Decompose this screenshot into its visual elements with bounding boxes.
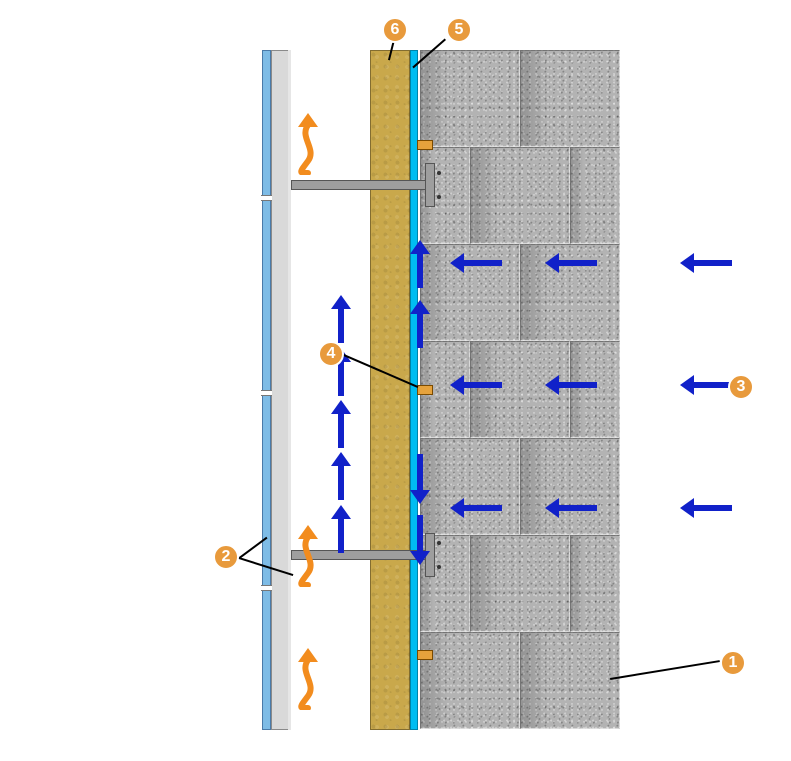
fixing-dot-icon <box>437 565 441 569</box>
rail-highlight <box>288 50 291 730</box>
concrete-block <box>470 147 570 244</box>
concrete-block <box>520 632 620 729</box>
concrete-block <box>570 147 620 244</box>
concrete-block <box>420 632 520 729</box>
vapor-arrow-icon <box>410 454 430 502</box>
cladding-joint <box>261 390 272 396</box>
heat-arrow-icon <box>293 525 323 587</box>
spacer-icon <box>417 140 433 150</box>
callout-badge-4: 4 <box>318 341 344 367</box>
vapor-arrow-icon <box>410 240 430 288</box>
concrete-block <box>520 438 620 535</box>
fixing-dot-icon <box>437 541 441 545</box>
callout-badge-2: 2 <box>213 544 239 570</box>
bracket-plate <box>425 163 435 207</box>
callout-badge-1: 1 <box>720 650 746 676</box>
fixing-dot-icon <box>437 195 441 199</box>
moisture-arrow-icon <box>680 375 732 395</box>
moisture-arrow-icon <box>450 498 502 518</box>
fixing-dot-icon <box>437 171 441 175</box>
callout-line <box>610 660 720 679</box>
vapor-arrow-icon <box>410 515 430 563</box>
vapor-arrow-icon <box>331 400 351 448</box>
concrete-block <box>570 535 620 632</box>
concrete-block <box>420 438 520 535</box>
moisture-arrow-icon <box>545 375 597 395</box>
bracket-arm <box>291 180 431 190</box>
cladding-joint <box>261 585 272 591</box>
concrete-block <box>470 535 570 632</box>
heat-arrow-icon <box>293 648 323 710</box>
moisture-arrow-icon <box>680 253 732 273</box>
spacer-icon <box>417 650 433 660</box>
vapor-arrow-icon <box>331 295 351 343</box>
callout-badge-5: 5 <box>446 17 472 43</box>
vapor-arrow-icon <box>331 505 351 553</box>
cladding-joint <box>261 195 272 201</box>
insulation-layer <box>370 50 410 730</box>
vapor-arrow-icon <box>410 300 430 348</box>
moisture-arrow-icon <box>450 375 502 395</box>
concrete-block <box>420 50 520 147</box>
moisture-arrow-icon <box>545 253 597 273</box>
vapor-arrow-icon <box>331 452 351 500</box>
moisture-arrow-icon <box>680 498 732 518</box>
concrete-block <box>520 50 620 147</box>
heat-arrow-icon <box>293 113 323 175</box>
callout-badge-3: 3 <box>728 374 754 400</box>
diagram-stage: 1 2 3 4 5 6 <box>0 0 791 761</box>
spacer-icon <box>417 385 433 395</box>
callout-badge-6: 6 <box>382 17 408 43</box>
moisture-arrow-icon <box>450 253 502 273</box>
moisture-arrow-icon <box>545 498 597 518</box>
